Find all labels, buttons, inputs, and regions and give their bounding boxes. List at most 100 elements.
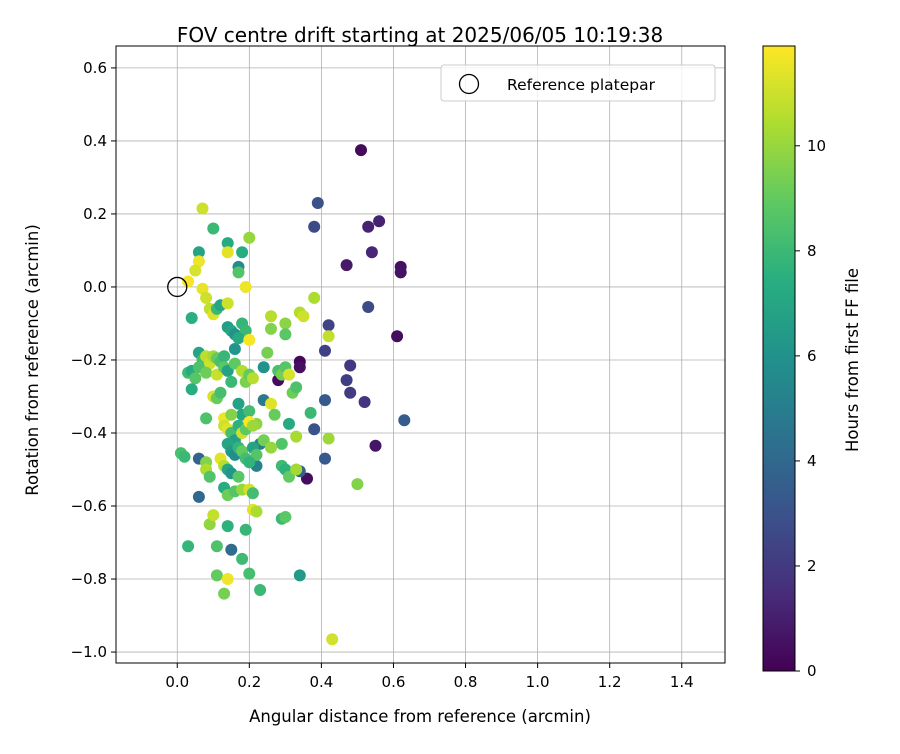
data-point — [246, 372, 259, 385]
data-point — [207, 509, 220, 522]
colorbar-tick-label: 8 — [807, 242, 817, 260]
data-point — [210, 540, 223, 553]
data-point — [344, 386, 357, 399]
y-tick-label: −0.4 — [71, 424, 107, 442]
colorbar-tick-label: 0 — [807, 662, 817, 680]
colorbar-label: Hours from first FF file — [843, 268, 862, 452]
data-point — [232, 470, 245, 483]
data-point — [246, 487, 259, 500]
data-point — [290, 463, 303, 476]
colorbar-tick-label: 2 — [807, 557, 817, 575]
data-point — [236, 246, 249, 259]
data-point — [243, 231, 256, 244]
data-point — [182, 275, 195, 288]
data-point — [218, 350, 231, 363]
data-point — [203, 470, 216, 483]
y-tick-label: 0.4 — [83, 132, 107, 150]
reference-platepar-marker — [167, 276, 188, 298]
data-point — [207, 222, 220, 235]
data-point — [210, 368, 223, 381]
legend-entry-reference: Reference platepar — [507, 76, 656, 94]
data-point — [362, 220, 375, 233]
data-points — [174, 144, 411, 646]
data-point — [192, 255, 205, 268]
y-tick-label: 0.2 — [83, 205, 107, 223]
x-tick-label: 1.0 — [526, 673, 550, 691]
data-point — [268, 408, 281, 421]
data-point — [319, 344, 331, 357]
x-tick-label: 1.4 — [670, 673, 694, 691]
data-point — [265, 322, 277, 335]
data-point — [228, 343, 241, 355]
data-point — [221, 246, 234, 259]
data-point — [301, 472, 313, 485]
legend: Reference platepar — [440, 64, 716, 102]
data-point — [250, 448, 263, 461]
colorbar-tick-label: 10 — [807, 137, 826, 155]
x-axis-ticks: 0.0 0.2 0.4 0.6 0.8 1.0 1.2 1.4 — [165, 663, 694, 691]
data-point — [210, 569, 223, 582]
legend-box — [440, 64, 716, 102]
data-point — [308, 423, 321, 436]
data-point — [265, 310, 277, 323]
data-point — [225, 408, 238, 421]
data-point — [200, 412, 213, 425]
data-point — [250, 505, 263, 518]
data-point — [218, 587, 231, 600]
legend-reference-marker — [458, 73, 480, 95]
data-point — [192, 490, 205, 503]
data-point — [239, 324, 252, 337]
y-tick-label: −1.0 — [71, 643, 107, 661]
grid-lines — [116, 46, 725, 663]
data-point — [344, 359, 357, 372]
data-point — [322, 432, 335, 445]
data-point — [279, 317, 292, 330]
data-point — [221, 297, 234, 310]
data-point — [351, 478, 364, 491]
data-point — [304, 406, 317, 419]
data-point — [221, 237, 234, 250]
data-point — [283, 417, 295, 430]
y-tick-label: 0.0 — [83, 278, 107, 296]
x-tick-label: 0.4 — [309, 673, 333, 691]
data-point — [358, 396, 371, 408]
x-tick-label: 0.8 — [454, 673, 478, 691]
data-point — [279, 328, 292, 341]
data-point — [203, 518, 216, 531]
data-point — [279, 511, 292, 523]
data-point — [293, 361, 306, 374]
data-point — [214, 386, 227, 399]
data-point — [189, 264, 202, 277]
data-point — [265, 397, 277, 410]
data-point — [340, 259, 353, 272]
data-point — [178, 450, 191, 463]
data-point — [290, 430, 303, 443]
data-point — [340, 374, 353, 387]
colorbar-tick-label: 6 — [807, 347, 817, 365]
y-tick-label: −0.8 — [71, 570, 107, 588]
data-point — [239, 523, 252, 536]
colorbar-ticks: 0 2 4 6 8 10 — [795, 137, 826, 680]
data-point — [185, 312, 198, 324]
data-point — [232, 266, 245, 279]
data-point — [373, 215, 386, 228]
reference-marker-group — [167, 276, 188, 298]
data-point — [196, 202, 209, 215]
y-axis-label: Rotation from reference (arcmin) — [23, 224, 42, 496]
data-point — [275, 437, 288, 450]
data-point — [283, 368, 295, 381]
data-point — [261, 346, 274, 359]
x-tick-label: 0.6 — [382, 673, 406, 691]
data-point — [225, 375, 238, 388]
data-point — [243, 333, 256, 346]
data-point — [311, 197, 324, 209]
data-point — [232, 332, 245, 345]
data-point — [221, 573, 234, 585]
data-point — [221, 520, 234, 533]
colorbar-tick-label: 4 — [807, 452, 817, 470]
y-tick-label: 0.6 — [83, 59, 107, 77]
data-point — [221, 364, 234, 377]
data-point — [322, 319, 335, 332]
colorbar: 0 2 4 6 8 10 Hours from first FF file — [762, 45, 862, 680]
